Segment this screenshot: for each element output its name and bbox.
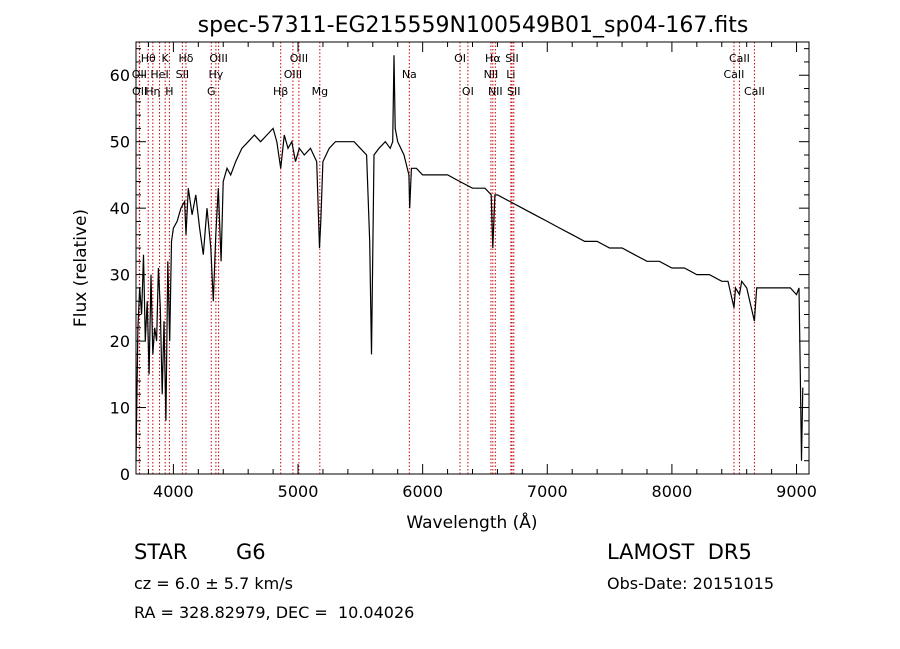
spectrum-line <box>135 55 804 461</box>
line-label: G <box>207 85 216 98</box>
line-label: Hθ <box>141 52 156 65</box>
line-label: SII <box>505 52 518 65</box>
spectral-line-markers <box>138 42 755 474</box>
coordinates: RA = 328.82979, DEC = 10.04026 <box>134 603 415 622</box>
y-tick-label: 60 <box>110 66 130 85</box>
x-tick-label: 6000 <box>402 482 443 501</box>
x-axis: 4000 5000 6000 7000 8000 9000 <box>147 42 817 501</box>
line-label: Hα <box>485 52 501 65</box>
line-label: Mg <box>312 85 328 98</box>
line-label: SII <box>176 68 189 81</box>
line-label: OIII <box>290 52 308 65</box>
line-label: CaII <box>744 85 765 98</box>
survey-name: LAMOST DR5 <box>607 540 752 564</box>
line-label: OII <box>132 68 147 81</box>
spectral-subclass: G6 <box>236 540 266 564</box>
line-label: OI <box>454 52 466 65</box>
x-tick-label: 7000 <box>527 482 568 501</box>
line-label: Li <box>506 68 515 81</box>
line-label: H <box>165 85 173 98</box>
line-label: Hγ <box>208 68 223 81</box>
line-label: NII <box>488 85 503 98</box>
y-tick-label: 40 <box>110 199 130 218</box>
line-label: Hη <box>145 85 160 98</box>
line-label: CaII <box>729 52 750 65</box>
line-label: OI <box>462 85 474 98</box>
line-label: Hδ <box>178 52 193 65</box>
line-label: Hβ <box>273 85 288 98</box>
x-tick-label: 8000 <box>652 482 693 501</box>
line-label: Na <box>402 68 417 81</box>
chart-title: spec-57311-EG215559N100549B01_sp04-167.f… <box>198 13 749 38</box>
y-axis: 0 10 20 30 40 50 60 <box>110 48 809 484</box>
y-tick-label: 30 <box>110 266 130 285</box>
plot-frame <box>135 41 810 475</box>
y-tick-label: 50 <box>110 133 130 152</box>
x-tick-label: 5000 <box>278 482 319 501</box>
line-label: HeI <box>150 68 168 81</box>
line-label: K <box>162 52 170 65</box>
y-tick-label: 20 <box>110 332 130 351</box>
line-label: CaII <box>724 68 745 81</box>
line-label: OIII <box>209 52 227 65</box>
y-axis-label: Flux (relative) <box>71 209 91 327</box>
redshift-velocity: cz = 6.0 ± 5.7 km/s <box>134 574 293 593</box>
x-tick-label: 9000 <box>776 482 817 501</box>
y-tick-label: 0 <box>120 465 130 484</box>
y-tick-label: 10 <box>110 399 130 418</box>
observation-date: Obs-Date: 20151015 <box>607 574 775 593</box>
object-class: STAR <box>134 540 188 564</box>
line-label: OIII <box>284 68 302 81</box>
line-label: NII <box>484 68 499 81</box>
line-label: SII <box>507 85 520 98</box>
x-axis-label: Wavelength (Å) <box>406 511 537 533</box>
x-tick-label: 4000 <box>153 482 194 501</box>
